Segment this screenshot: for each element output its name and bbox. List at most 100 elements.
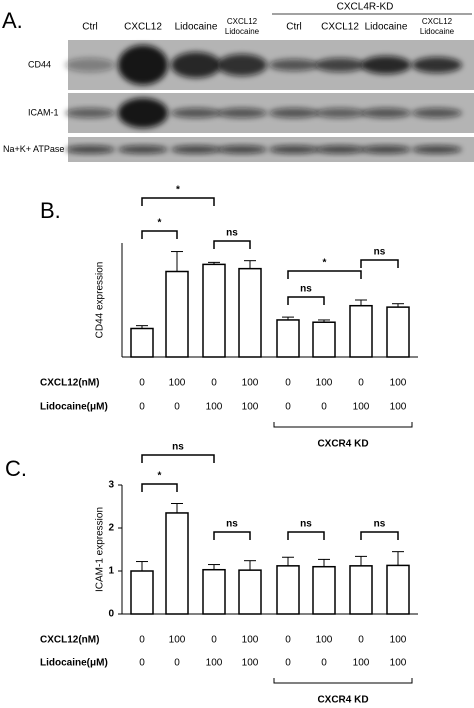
lane-label: Lidocaine bbox=[420, 27, 455, 36]
significance-bracket bbox=[141, 483, 178, 492]
blot-band bbox=[65, 108, 115, 118]
row-label: ICAM-1 bbox=[28, 107, 59, 117]
group-label: CXCR4 KD bbox=[317, 695, 368, 706]
condition-name: Lidocaine(μM) bbox=[40, 402, 108, 413]
panel-label: A. bbox=[2, 8, 23, 33]
condition-value: 0 bbox=[139, 658, 145, 669]
condition-value: 100 bbox=[316, 635, 333, 646]
condition-value: 0 bbox=[139, 635, 145, 646]
bar bbox=[202, 263, 226, 358]
condition-value: 0 bbox=[321, 658, 327, 669]
significance-bracket bbox=[141, 197, 215, 206]
condition-value: 0 bbox=[211, 378, 217, 389]
group-bracket bbox=[273, 422, 413, 428]
blot-band bbox=[315, 108, 365, 118]
lane-label: CXCL12 bbox=[422, 17, 453, 26]
significance-bracket bbox=[213, 240, 251, 249]
condition-value: 0 bbox=[285, 635, 291, 646]
blot-band bbox=[315, 145, 365, 154]
condition-value: 100 bbox=[242, 378, 259, 389]
blot-band bbox=[217, 145, 267, 154]
significance-label: * bbox=[323, 258, 327, 269]
condition-value: 0 bbox=[358, 635, 364, 646]
blot-band bbox=[65, 145, 115, 154]
bar bbox=[276, 319, 300, 358]
significance-label: ns bbox=[374, 247, 386, 258]
bar bbox=[130, 570, 154, 615]
bar bbox=[130, 327, 154, 358]
condition-value: 100 bbox=[316, 378, 333, 389]
blot-band bbox=[118, 45, 168, 85]
bar bbox=[165, 270, 189, 358]
condition-value: 0 bbox=[285, 378, 291, 389]
significance-bracket bbox=[141, 454, 215, 463]
bar bbox=[276, 565, 300, 615]
blot-band bbox=[412, 57, 462, 73]
condition-value: 100 bbox=[390, 402, 407, 413]
significance-bracket bbox=[360, 259, 399, 268]
condition-value: 100 bbox=[390, 378, 407, 389]
lane-label: Ctrl bbox=[82, 22, 98, 33]
row-label: Na+K+ ATPase bbox=[3, 144, 64, 154]
bar bbox=[386, 564, 410, 615]
condition-value: 0 bbox=[211, 635, 217, 646]
significance-label: * bbox=[158, 218, 162, 229]
bar bbox=[238, 569, 262, 615]
bar bbox=[312, 565, 336, 615]
condition-value: 100 bbox=[206, 658, 223, 669]
condition-value: 100 bbox=[390, 658, 407, 669]
group-label: CXCR4 KD bbox=[317, 439, 368, 450]
condition-name: Lidocaine(μM) bbox=[40, 658, 108, 669]
significance-label: ns bbox=[300, 519, 312, 530]
condition-value: 100 bbox=[242, 658, 259, 669]
bar bbox=[386, 306, 410, 358]
blot-band bbox=[65, 58, 115, 72]
bar bbox=[165, 512, 189, 615]
blot-band bbox=[269, 145, 319, 154]
blot-band bbox=[315, 58, 365, 72]
y-tick-label: 3 bbox=[108, 480, 114, 491]
bar bbox=[349, 565, 373, 615]
condition-value: 100 bbox=[353, 402, 370, 413]
significance-label: ns bbox=[226, 228, 238, 239]
condition-value: 100 bbox=[353, 658, 370, 669]
condition-value: 0 bbox=[139, 378, 145, 389]
bar bbox=[202, 568, 226, 615]
blot-band bbox=[118, 145, 168, 154]
blot-band bbox=[171, 52, 221, 78]
condition-value: 100 bbox=[169, 635, 186, 646]
y-axis-label: ICAM-1 expression bbox=[95, 507, 106, 592]
lane-label: Ctrl bbox=[286, 22, 302, 33]
significance-bracket bbox=[213, 531, 251, 540]
significance-label: * bbox=[176, 185, 180, 196]
group-label: CXCL4R-KD bbox=[337, 2, 394, 13]
blot-band bbox=[171, 145, 221, 154]
condition-value: 0 bbox=[174, 658, 180, 669]
condition-value: 0 bbox=[358, 378, 364, 389]
significance-bracket bbox=[360, 531, 399, 540]
group-bracket bbox=[273, 678, 413, 684]
condition-value: 0 bbox=[174, 402, 180, 413]
blot-band bbox=[361, 108, 411, 118]
lane-label: Lidocaine bbox=[225, 27, 260, 36]
condition-name: CXCL12(nM) bbox=[40, 378, 99, 389]
lane-label: CXCL12 bbox=[321, 22, 359, 33]
bar bbox=[312, 321, 336, 358]
significance-label: * bbox=[158, 471, 162, 482]
condition-value: 0 bbox=[321, 402, 327, 413]
y-tick-label: 2 bbox=[108, 523, 114, 534]
condition-value: 100 bbox=[206, 402, 223, 413]
condition-value: 0 bbox=[285, 658, 291, 669]
condition-value: 100 bbox=[390, 635, 407, 646]
blot-band bbox=[412, 145, 462, 154]
bar bbox=[238, 267, 262, 358]
y-tick-label: 0 bbox=[108, 609, 114, 620]
significance-label: ns bbox=[226, 519, 238, 530]
blot-band bbox=[361, 56, 411, 74]
panel-label: B. bbox=[40, 198, 61, 223]
significance-label: ns bbox=[374, 519, 386, 530]
significance-label: ns bbox=[300, 284, 312, 295]
significance-bracket bbox=[287, 531, 325, 540]
lane-label: CXCL12 bbox=[124, 22, 162, 33]
